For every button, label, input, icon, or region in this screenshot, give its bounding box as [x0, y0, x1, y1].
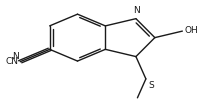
- Text: N: N: [13, 52, 19, 61]
- Text: OH: OH: [184, 26, 198, 35]
- Text: S: S: [148, 81, 154, 90]
- Text: N: N: [134, 6, 140, 15]
- Text: CN: CN: [5, 57, 18, 66]
